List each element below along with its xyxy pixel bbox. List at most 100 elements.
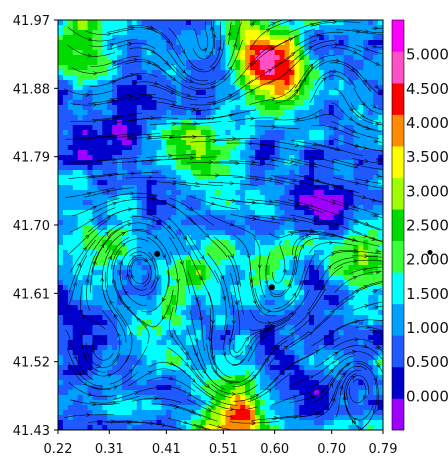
- heatmap-cell: [314, 365, 320, 371]
- heatmap-cell: [97, 100, 103, 106]
- heatmap-cell: [176, 235, 182, 241]
- heatmap-cell: [195, 240, 202, 246]
- heatmap-cell: [333, 90, 340, 96]
- heatmap-cell: [146, 190, 153, 196]
- heatmap-cell: [304, 60, 310, 66]
- heatmap-cell: [235, 85, 241, 91]
- heatmap-cell: [294, 35, 300, 41]
- heatmap-cell: [82, 90, 89, 96]
- heatmap-cell: [314, 60, 320, 66]
- heatmap-cell: [240, 340, 246, 346]
- heatmap-cell: [309, 215, 315, 221]
- heatmap-cell: [92, 395, 98, 401]
- heatmap-cell: [240, 135, 246, 141]
- heatmap-cell: [210, 280, 217, 286]
- heatmap-cell: [294, 390, 300, 396]
- heatmap-cell: [151, 65, 158, 71]
- heatmap-cell: [284, 270, 291, 276]
- heatmap-cell: [304, 65, 310, 71]
- heatmap-cell: [220, 80, 227, 86]
- heatmap-cell: [171, 335, 177, 341]
- heatmap-cell: [161, 145, 167, 151]
- heatmap-cell: [225, 315, 231, 321]
- heatmap-cell: [333, 165, 340, 171]
- heatmap-cell: [82, 280, 89, 286]
- heatmap-cell: [259, 75, 266, 81]
- heatmap-cell: [264, 60, 271, 66]
- heatmap-cell: [141, 325, 148, 331]
- heatmap-cell: [245, 415, 251, 421]
- heatmap-cell: [254, 250, 261, 256]
- heatmap-cell: [210, 260, 217, 266]
- heatmap-cell: [97, 270, 103, 276]
- heatmap-cell: [284, 205, 291, 211]
- heatmap-cell: [77, 85, 84, 91]
- heatmap-cell: [309, 105, 315, 111]
- heatmap-cell: [141, 55, 148, 61]
- heatmap-cell: [304, 280, 310, 286]
- heatmap-cell: [343, 90, 350, 96]
- heatmap-cell: [240, 125, 246, 131]
- heatmap-cell: [92, 185, 98, 191]
- heatmap-cell: [210, 410, 217, 416]
- heatmap-cell: [131, 240, 138, 246]
- heatmap-cell: [181, 145, 187, 151]
- heatmap-cell: [264, 270, 271, 276]
- heatmap-cell: [126, 190, 133, 196]
- heatmap-cell: [284, 345, 291, 351]
- heatmap-cell: [220, 130, 227, 136]
- heatmap-cell: [117, 360, 123, 366]
- heatmap-cell: [338, 115, 345, 121]
- heatmap-cells: [58, 20, 383, 430]
- heatmap-cell: [318, 185, 325, 191]
- heatmap-cell: [195, 410, 202, 416]
- heatmap-cell: [269, 55, 276, 61]
- heatmap-cell: [102, 95, 108, 101]
- heatmap-cell: [136, 320, 143, 326]
- heatmap-cell: [151, 190, 158, 196]
- heatmap-cell: [107, 95, 113, 101]
- heatmap-cell: [264, 260, 271, 266]
- heatmap-cell: [235, 390, 241, 396]
- heatmap-cell: [186, 70, 192, 76]
- heatmap-cell: [82, 290, 89, 296]
- heatmap-cell: [62, 380, 69, 386]
- heatmap-cell: [166, 205, 172, 211]
- heatmap-cell: [122, 70, 128, 76]
- heatmap-cell: [348, 100, 355, 106]
- heatmap-cell: [181, 270, 187, 276]
- heatmap-cell: [126, 80, 133, 86]
- heatmap-cell: [102, 260, 108, 266]
- heatmap-cell: [136, 60, 143, 66]
- heatmap-cell: [299, 125, 305, 131]
- heatmap-cell: [294, 270, 300, 276]
- heatmap-cell: [77, 410, 84, 416]
- heatmap-cell: [245, 25, 251, 31]
- heatmap-cell: [141, 125, 148, 131]
- heatmap-cell: [215, 70, 222, 76]
- heatmap-cell: [314, 55, 320, 61]
- heatmap-cell: [254, 60, 261, 66]
- heatmap-cell: [186, 210, 192, 216]
- heatmap-cell: [220, 345, 227, 351]
- heatmap-cell: [309, 260, 315, 266]
- heatmap-cell: [136, 280, 143, 286]
- heatmap-cell: [87, 330, 94, 336]
- heatmap-cell: [240, 20, 246, 26]
- heatmap-cell: [156, 320, 162, 326]
- heatmap-cell: [348, 95, 355, 101]
- heatmap-cell: [254, 220, 261, 226]
- heatmap-cell: [225, 185, 231, 191]
- heatmap-cell: [333, 295, 340, 301]
- heatmap-cell: [112, 75, 118, 81]
- heatmap-cell: [333, 75, 340, 81]
- heatmap-cell: [348, 220, 355, 226]
- heatmap-cell: [97, 345, 103, 351]
- heatmap-cell: [200, 200, 207, 206]
- heatmap-cell: [205, 60, 212, 66]
- heatmap-cell: [210, 60, 217, 66]
- heatmap-cell: [195, 425, 202, 430]
- heatmap-cell: [171, 275, 177, 281]
- heatmap-cell: [58, 405, 64, 411]
- heatmap-cell: [279, 230, 286, 236]
